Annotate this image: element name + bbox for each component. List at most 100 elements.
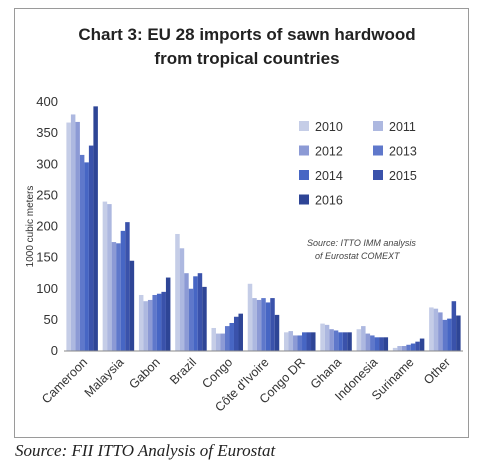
- chart-title-line-2: from tropical countries: [154, 49, 339, 68]
- bar-2014: [447, 318, 452, 351]
- chart-title-line-1: Chart 3: EU 28 imports of sawn hardwood: [78, 25, 415, 44]
- bar-2016: [129, 260, 135, 351]
- y-tick-label: 300: [36, 156, 58, 171]
- bar-2014: [410, 343, 416, 351]
- bar-2012: [75, 121, 80, 351]
- legend-swatch-2012: [299, 145, 309, 156]
- bar-2016: [347, 332, 352, 351]
- bar-2015: [415, 341, 420, 351]
- bar-2013: [224, 326, 230, 351]
- bar-2012: [184, 273, 189, 351]
- x-tick-label: Cameroon: [39, 355, 90, 406]
- x-tick-label: Other: [421, 355, 453, 387]
- bar-2016: [311, 332, 316, 351]
- bar-2016: [456, 315, 461, 351]
- y-tick-label: 200: [36, 219, 58, 234]
- bar-2015: [125, 222, 130, 351]
- bar-2014: [374, 337, 380, 351]
- legend-label-2013: 2013: [389, 145, 417, 159]
- bar-2013: [152, 294, 157, 351]
- bar-2014: [265, 302, 271, 351]
- y-tick-label: 0: [51, 343, 58, 358]
- bar-2013: [116, 243, 121, 351]
- bar-2014: [84, 162, 89, 351]
- legend-label-2015: 2015: [389, 169, 417, 183]
- bar-2012: [111, 242, 117, 351]
- bar-2010: [102, 201, 108, 351]
- bar-2011: [324, 324, 330, 351]
- chart-frame: Chart 3: EU 28 imports of sawn hardwood …: [14, 8, 469, 438]
- y-tick-label: 400: [36, 94, 58, 109]
- legend-label-2014: 2014: [315, 169, 343, 183]
- y-tick-label: 100: [36, 281, 58, 296]
- x-tick-label: Gabon: [126, 355, 162, 391]
- bar-2010: [175, 233, 180, 351]
- legend-label-2012: 2012: [315, 145, 343, 159]
- bar-2011: [143, 301, 148, 351]
- bar-2011: [252, 298, 257, 351]
- bar-2014: [338, 332, 343, 351]
- bar-2010: [392, 347, 398, 351]
- x-tick-label: Malaysia: [82, 355, 127, 400]
- bar-2013: [406, 344, 411, 351]
- bar-2014: [120, 230, 126, 351]
- bar-2014: [229, 322, 234, 351]
- bar-2012: [147, 299, 153, 351]
- bar-2015: [306, 332, 312, 351]
- legend-label-2010: 2010: [315, 120, 343, 134]
- bar-2016: [238, 313, 243, 351]
- bar-2011: [361, 326, 366, 351]
- bar-2012: [329, 329, 334, 351]
- bar-2010: [138, 294, 144, 351]
- y-tick-label: 50: [44, 312, 58, 327]
- bar-2015: [197, 273, 203, 351]
- bar-2013: [370, 335, 375, 351]
- bar-2014: [302, 332, 307, 351]
- bar-2011: [107, 204, 112, 351]
- bar-2013: [297, 335, 303, 351]
- source-caption: Source: FII ITTO Analysis of Eurostat: [15, 441, 276, 460]
- legend-label-2011: 2011: [389, 120, 416, 134]
- y-axis-label: 1000 cubic meters: [25, 186, 36, 268]
- annotation-line-2: of Eurostat COMEXT: [315, 251, 401, 261]
- bar-2015: [233, 316, 239, 351]
- bar-2010: [320, 323, 325, 351]
- legend-swatch-2016: [299, 194, 309, 205]
- bar-2016: [165, 277, 171, 351]
- bar-2011: [288, 331, 294, 351]
- bar-2015: [161, 291, 166, 351]
- bar-2016: [202, 286, 207, 351]
- bar-2016: [383, 337, 389, 351]
- bar-2011: [215, 333, 221, 351]
- bar-2015: [451, 301, 457, 351]
- bar-2012: [293, 335, 298, 351]
- bar-2012: [438, 312, 443, 351]
- bar-2010: [284, 332, 289, 351]
- bar-2010: [211, 327, 216, 351]
- bar-2011: [179, 248, 185, 351]
- bar-2016: [93, 106, 98, 351]
- bar-2013: [79, 154, 85, 351]
- x-tick-label: Brazil: [167, 355, 199, 387]
- bar-2011: [397, 346, 402, 351]
- bar-2012: [220, 333, 225, 351]
- bar-2013: [442, 319, 448, 352]
- bar-2012: [365, 333, 371, 351]
- legend-label-2016: 2016: [315, 194, 343, 208]
- bar-2013: [188, 288, 194, 351]
- bar-2014: [156, 293, 162, 351]
- bar-2015: [379, 337, 384, 351]
- y-tick-label: 150: [36, 250, 58, 265]
- bar-2014: [193, 276, 198, 351]
- bar-2016: [419, 338, 425, 351]
- bar-2010: [356, 329, 362, 351]
- bar-2010: [429, 307, 434, 351]
- chart-svg: Chart 3: EU 28 imports of sawn hardwood …: [25, 25, 463, 414]
- bar-2016: [274, 314, 280, 351]
- legend-swatch-2014: [299, 170, 309, 180]
- bar-2015: [88, 145, 94, 351]
- bar-2015: [342, 332, 348, 351]
- legend-swatch-2013: [373, 145, 383, 156]
- bar-2010: [247, 283, 253, 351]
- y-tick-label: 250: [36, 187, 58, 202]
